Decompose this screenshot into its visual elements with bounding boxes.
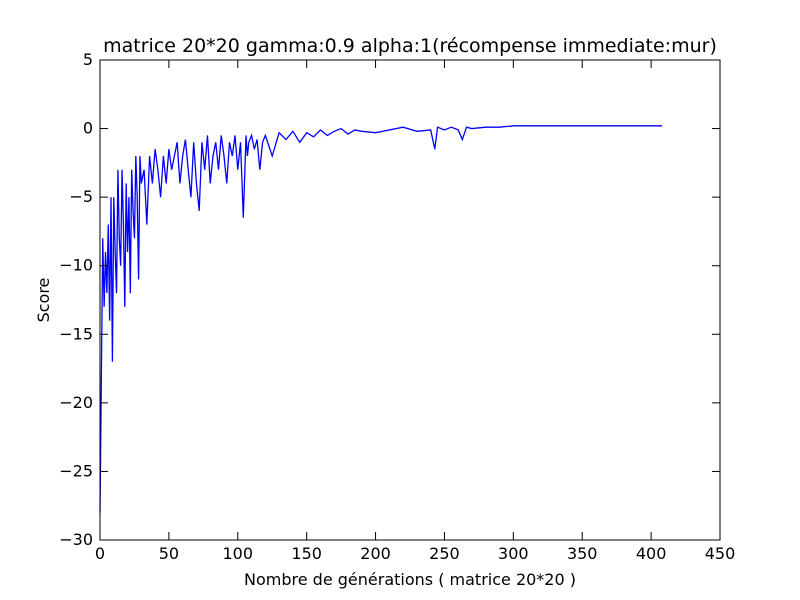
plot-layer <box>99 125 663 513</box>
x-tick-label: 100 <box>223 544 254 563</box>
x-tick-label: 400 <box>636 544 667 563</box>
x-tick-label: 350 <box>567 544 598 563</box>
y-tick-label: −30 <box>59 530 93 549</box>
x-tick-label: 50 <box>159 544 179 563</box>
x-axis-label: Nombre de générations ( matrice 20*20 ) <box>244 570 576 589</box>
y-tick-label: 0 <box>83 119 93 138</box>
y-tick-label: 5 <box>83 50 93 69</box>
plot-frame <box>99 59 721 541</box>
ticks-layer: 0 50 100 150 200 250 300 350 400 45050−5−10−15−20… <box>59 50 735 563</box>
x-tick-label: 0 <box>95 544 105 563</box>
y-tick-label: −20 <box>59 393 93 412</box>
y-tick-label: −10 <box>59 256 93 275</box>
y-tick-label: −25 <box>59 461 93 480</box>
x-tick-label: 250 <box>429 544 460 563</box>
chart-title: matrice 20*20 gamma:0.9 alpha:1(récompen… <box>103 35 717 57</box>
x-tick-label: 200 <box>360 544 391 563</box>
y-tick-label: −15 <box>59 324 93 343</box>
x-tick-label: 450 <box>705 544 736 563</box>
x-tick-label: 300 <box>498 544 529 563</box>
x-tick-label: 150 <box>291 544 322 563</box>
y-axis-label: Score <box>34 278 53 323</box>
y-tick-label: −5 <box>69 187 93 206</box>
series-line-0 <box>99 125 663 513</box>
